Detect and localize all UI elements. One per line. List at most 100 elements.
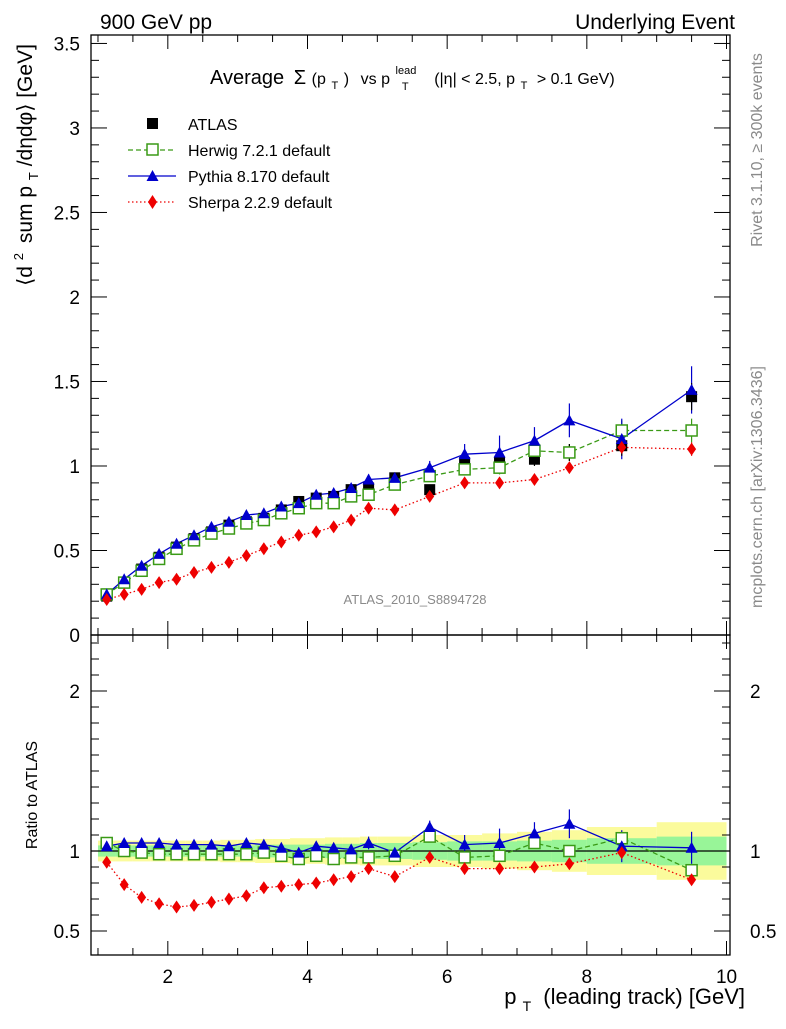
main-point-sherpa xyxy=(224,555,234,569)
ratio-point-herwig xyxy=(362,851,375,864)
main-point-pythia xyxy=(388,471,401,483)
ratio-point-sherpa xyxy=(154,897,164,911)
ratio-point-pythia xyxy=(458,838,471,850)
main-point-pythia xyxy=(118,573,131,585)
ratio-point-pythia xyxy=(205,838,218,850)
ratio-point-sherpa xyxy=(329,873,339,887)
main-point-pythia xyxy=(135,559,148,571)
legend-entry-pythia: Pythia 8.170 default xyxy=(128,169,330,186)
ratio-point-herwig xyxy=(327,852,340,866)
ratio-point-herwig xyxy=(170,847,183,861)
ratio-point-sherpa xyxy=(495,862,505,876)
ratio-point-pythia xyxy=(528,827,541,839)
header-right: Underlying Event xyxy=(575,11,735,34)
ratio-y-tick-label-right: 0.5 xyxy=(750,922,776,943)
ratio-point-sherpa xyxy=(687,873,697,887)
ratio-point-sherpa xyxy=(189,898,199,912)
ratio-point-pythia xyxy=(275,841,288,853)
title-lead-sub: T xyxy=(402,81,409,93)
ratio-point-pythia xyxy=(388,846,401,858)
ratio-y-tick-label-right: 1 xyxy=(750,842,761,863)
main-point-pythia xyxy=(205,520,218,532)
main-point-pythia xyxy=(528,434,541,446)
ratio-point-sherpa xyxy=(460,862,470,876)
ratio-point-sherpa xyxy=(137,890,147,904)
ratio-point-herwig xyxy=(309,849,323,863)
ratio-point-sherpa xyxy=(564,857,574,871)
main-point-pythia xyxy=(493,446,506,458)
ratio-point-sherpa xyxy=(294,878,304,892)
ratio-point-herwig xyxy=(205,847,218,861)
main-point-pythia xyxy=(222,515,235,527)
main-point-sherpa xyxy=(564,461,574,475)
ratio-point-pythia xyxy=(310,840,323,852)
title-cond-sub: T xyxy=(521,80,528,92)
main-point-herwig xyxy=(458,463,471,476)
ratio-y-tick-label: 0.5 xyxy=(54,922,80,943)
ratio-point-sherpa xyxy=(119,878,129,892)
main-point-pythia xyxy=(310,488,323,500)
legend-label-herwig: Herwig 7.2.1 default xyxy=(188,143,331,160)
main-point-atlas xyxy=(363,482,375,494)
ratio-point-sherpa xyxy=(276,879,286,893)
main-point-sherpa xyxy=(687,442,697,456)
main-point-pythia xyxy=(188,529,201,541)
main-point-pythia xyxy=(292,497,305,509)
ratio-point-sherpa xyxy=(617,846,627,860)
main-point-atlas xyxy=(459,457,471,469)
ratio-y-tick-label-right: 2 xyxy=(750,682,761,703)
analysis-watermark: ATLAS_2010_S8894728 xyxy=(344,592,487,607)
ratio-point-pythia xyxy=(615,840,628,852)
legend-label-sherpa: Sherpa 2.2.9 default xyxy=(188,195,333,212)
ratio-point-sherpa xyxy=(390,870,400,884)
ratio-point-herwig xyxy=(152,847,166,861)
legend-marker-atlas xyxy=(147,118,158,129)
ratio-point-sherpa xyxy=(311,876,321,890)
ratio-point-pythia xyxy=(222,840,235,852)
legend-entry-herwig: Herwig 7.2.1 default xyxy=(128,143,331,160)
main-point-sherpa xyxy=(206,560,216,574)
ratio-point-pythia xyxy=(345,843,358,855)
main-point-pythia xyxy=(458,448,471,460)
main-point-pythia xyxy=(153,547,166,559)
main-point-sherpa xyxy=(189,565,199,579)
main-point-sherpa xyxy=(390,503,400,517)
ratio-point-pythia xyxy=(563,817,576,829)
main-y-tick-label: 1.5 xyxy=(54,372,80,393)
main-point-pythia xyxy=(170,537,183,549)
plot-frames xyxy=(90,34,731,956)
x-tick-label: 4 xyxy=(302,967,313,988)
title-vs: vs p xyxy=(361,71,390,88)
main-y-tick-label: 0 xyxy=(69,626,80,647)
main-point-atlas xyxy=(686,391,698,403)
plot-title: Average Σ (p T ) vs p lead T (|η| < 2.5,… xyxy=(210,57,615,95)
x-tick-label: 10 xyxy=(716,967,737,988)
ratio-point-pythia xyxy=(170,838,183,850)
main-point-herwig xyxy=(563,446,576,459)
main-ylabel: ⟨d 2 sum p T /dηdφ⟩ [GeV] xyxy=(5,44,43,286)
ratio-point-pythia xyxy=(292,846,305,858)
main-point-sherpa xyxy=(102,593,112,607)
main-ylabel-part2: sum p xyxy=(14,186,37,243)
side-label-mcplots: mcplots.cern.ch [arXiv:1306.3436] xyxy=(749,366,766,608)
ratio-point-sherpa xyxy=(425,850,435,864)
legend-marker-pythia xyxy=(146,170,159,181)
main-point-pythia xyxy=(685,383,698,395)
main-point-pythia xyxy=(275,500,288,512)
ratio-point-pythia xyxy=(327,841,340,853)
main-point-sherpa xyxy=(137,582,147,596)
ratio-point-herwig xyxy=(240,847,253,861)
main-point-atlas xyxy=(424,484,436,496)
ratio-point-sherpa xyxy=(241,889,251,903)
ratio-point-sherpa xyxy=(206,895,216,909)
main-point-pythia xyxy=(563,414,576,426)
main-point-herwig xyxy=(493,461,506,474)
main-line-sherpa xyxy=(106,446,692,601)
main-y-tick-label: 3 xyxy=(69,119,80,140)
ratio-point-herwig xyxy=(458,851,471,864)
ratio-point-herwig xyxy=(423,830,436,843)
main-y-tick-label: 2 xyxy=(69,288,80,309)
side-label-rivet: Rivet 3.1.10, ≥ 300k events xyxy=(749,53,766,247)
legend-marker-herwig xyxy=(146,143,159,156)
